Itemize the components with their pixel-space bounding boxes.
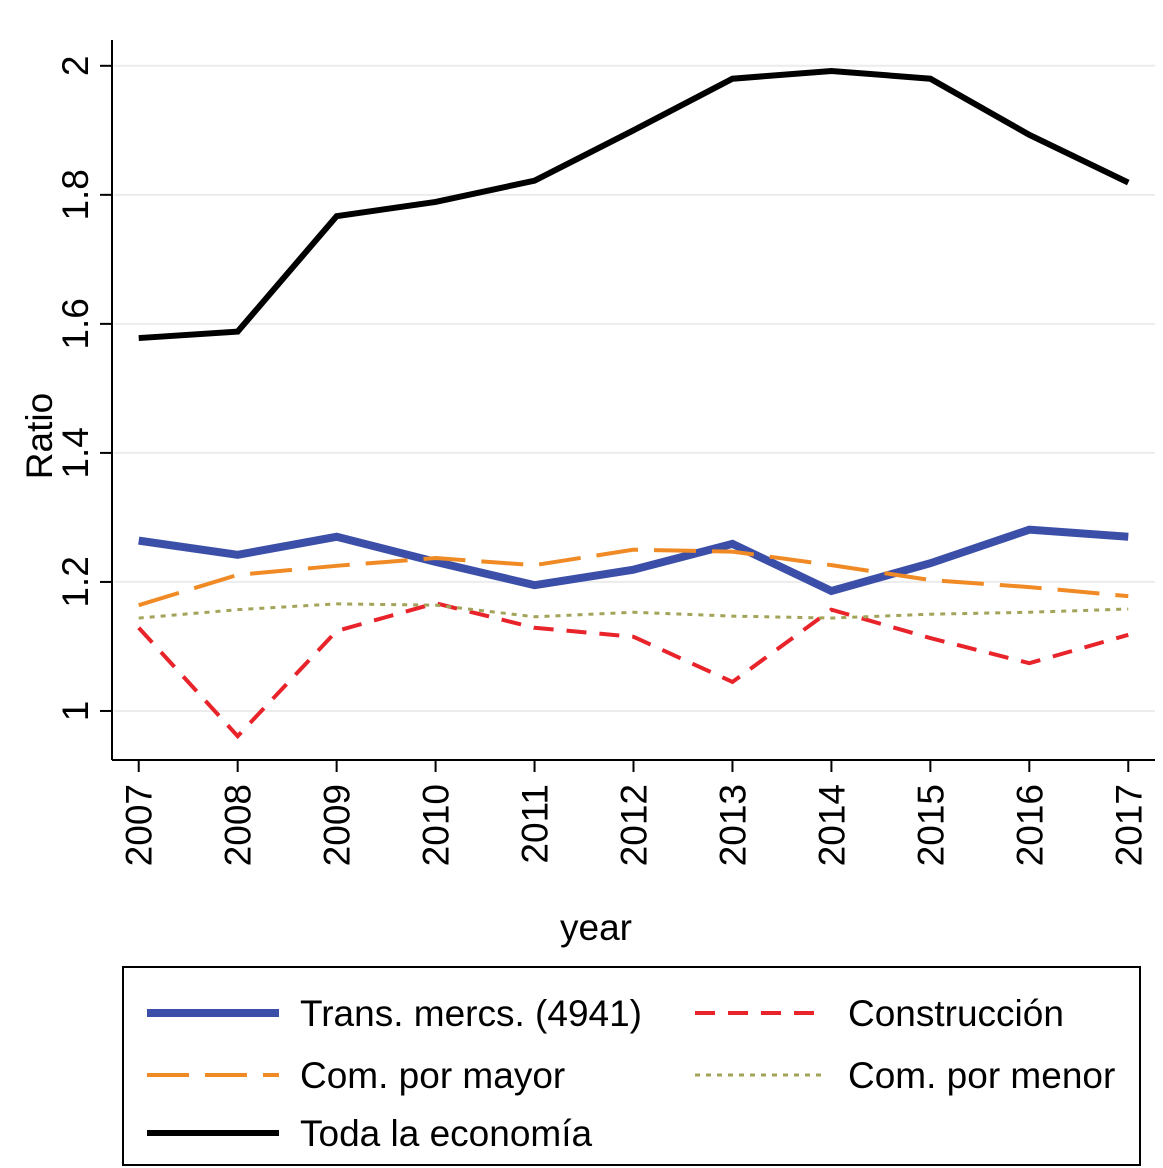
- series-line: [137, 601, 1129, 740]
- x-tick-label: 2015: [910, 784, 951, 866]
- series-line: [138, 67, 1130, 342]
- legend-label: Toda la economía: [300, 1113, 593, 1154]
- y-tick-label: 1.4: [55, 427, 96, 478]
- y-tick-label: 1.8: [55, 169, 96, 220]
- legend-label: Trans. mercs. (4941): [300, 993, 642, 1034]
- y-tick-label: 1.6: [55, 298, 96, 349]
- series-line: [138, 547, 1129, 608]
- y-tick-label: 1: [55, 701, 96, 722]
- x-tick-label: 2009: [317, 784, 358, 866]
- x-tick-label: 2010: [416, 784, 457, 866]
- y-tick-label: 2: [55, 56, 96, 77]
- legend-label: Com. por mayor: [300, 1055, 565, 1096]
- x-tick-label: 2012: [614, 784, 655, 866]
- y-tick-label: 1.2: [55, 556, 96, 607]
- x-tick-label: 2011: [515, 784, 556, 864]
- series-line: [138, 525, 1129, 596]
- x-tick-label: 2014: [811, 784, 852, 866]
- x-axis-label: year: [560, 907, 632, 948]
- x-tick-label: 2008: [218, 784, 259, 866]
- legend-label: Construcción: [848, 993, 1064, 1034]
- legend-box: [122, 966, 1141, 1166]
- x-tick-label: 2016: [1009, 784, 1050, 866]
- x-tick-label: 2017: [1108, 784, 1149, 866]
- y-axis-label: Ratio: [19, 393, 60, 479]
- series-line: [138, 602, 1129, 620]
- legend-label: Com. por menor: [848, 1055, 1115, 1096]
- x-tick-label: 2007: [119, 784, 160, 866]
- x-tick-label: 2013: [712, 784, 753, 866]
